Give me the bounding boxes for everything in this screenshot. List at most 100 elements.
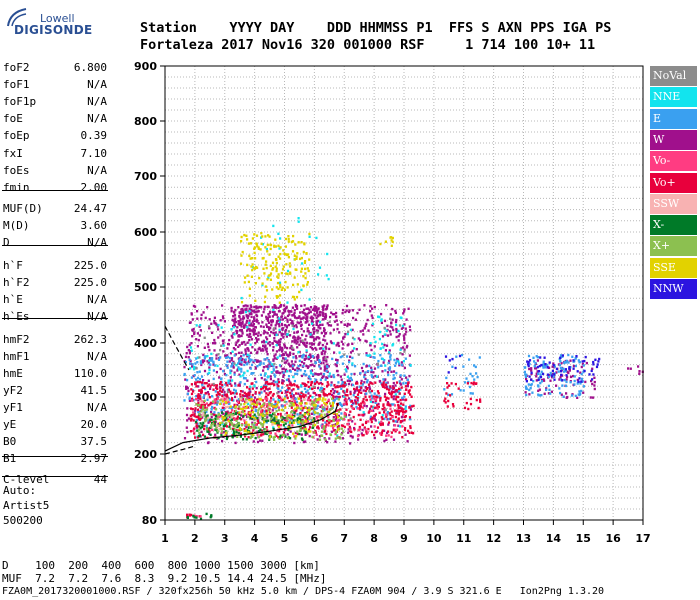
data-point-vo bbox=[385, 434, 388, 437]
data-point-nne bbox=[208, 368, 211, 371]
data-point-w bbox=[190, 312, 193, 315]
data-point-w bbox=[397, 335, 400, 338]
data-point-w bbox=[263, 305, 266, 309]
data-point-sse bbox=[243, 429, 246, 433]
data-point-sse bbox=[286, 272, 289, 276]
data-point-w bbox=[187, 349, 190, 352]
data-point-nne bbox=[381, 414, 384, 417]
data-point-x bbox=[231, 423, 234, 426]
data-point-e bbox=[321, 388, 324, 391]
data-point-w bbox=[409, 328, 412, 332]
data-point-w bbox=[293, 331, 296, 334]
data-point-e bbox=[572, 360, 575, 363]
data-point-x bbox=[202, 405, 205, 408]
data-point-vo bbox=[305, 384, 308, 387]
data-point-nne bbox=[338, 351, 341, 354]
data-point-e bbox=[263, 374, 266, 377]
data-point-w bbox=[192, 304, 195, 308]
data-point-x bbox=[298, 415, 301, 418]
data-point-x bbox=[289, 437, 292, 440]
data-point-x bbox=[334, 437, 337, 440]
data-point-sse bbox=[292, 234, 295, 238]
data-point-w bbox=[226, 347, 229, 350]
data-point-vo bbox=[317, 415, 320, 418]
data-point-w bbox=[255, 307, 258, 310]
data-point-x bbox=[312, 408, 315, 412]
data-point-w bbox=[289, 351, 292, 354]
data-point-w bbox=[260, 376, 263, 380]
data-point-nne bbox=[378, 315, 381, 319]
data-point-w bbox=[392, 328, 395, 332]
data-point-vo bbox=[394, 430, 397, 433]
data-point-e bbox=[328, 375, 331, 378]
data-point-nnw bbox=[451, 357, 454, 361]
data-point-vo bbox=[325, 385, 329, 388]
data-point-sse bbox=[287, 235, 290, 238]
data-point-w bbox=[370, 425, 373, 428]
data-point-e bbox=[313, 413, 316, 416]
data-point-e bbox=[543, 364, 546, 368]
data-point-sse bbox=[384, 240, 387, 243]
data-point-x bbox=[220, 430, 224, 433]
data-point-e bbox=[389, 355, 392, 359]
data-point-x bbox=[251, 417, 254, 420]
data-point-w bbox=[229, 376, 232, 379]
data-point-vo bbox=[310, 383, 313, 387]
data-point-sse bbox=[277, 276, 280, 279]
data-point-sse bbox=[295, 257, 298, 260]
data-point-w bbox=[303, 362, 306, 365]
data-point-w bbox=[186, 430, 189, 434]
data-point-w bbox=[241, 390, 244, 393]
data-point-w bbox=[352, 316, 355, 320]
data-point-sse bbox=[254, 257, 257, 260]
data-point-x bbox=[232, 433, 235, 436]
data-point-vo bbox=[278, 429, 281, 433]
data-point-noval bbox=[217, 353, 220, 356]
data-point-vo bbox=[261, 429, 264, 432]
data-point-nne bbox=[308, 298, 311, 301]
data-point-e bbox=[559, 354, 563, 357]
data-point-e bbox=[561, 355, 564, 358]
data-point-w bbox=[286, 433, 289, 436]
data-point-vo bbox=[279, 396, 282, 399]
data-point-vo bbox=[397, 404, 400, 408]
data-point-w bbox=[267, 321, 271, 324]
data-point-w bbox=[391, 385, 395, 388]
data-point-noval bbox=[198, 356, 201, 359]
data-point-w bbox=[184, 355, 188, 359]
data-point-w bbox=[284, 323, 287, 327]
legend-item-nnw: NNW bbox=[650, 279, 697, 299]
data-point-nne bbox=[246, 369, 249, 373]
data-point-ssw bbox=[258, 416, 261, 419]
data-point-sse bbox=[283, 397, 286, 400]
data-point-e bbox=[196, 376, 200, 380]
data-point-w bbox=[228, 415, 231, 419]
data-point-w bbox=[248, 329, 251, 332]
data-point-vo bbox=[321, 419, 325, 422]
data-point-sse bbox=[246, 238, 249, 241]
data-point-vo bbox=[219, 382, 222, 386]
data-point-vo bbox=[240, 398, 243, 402]
data-point-e bbox=[225, 373, 228, 377]
data-point-sse bbox=[284, 280, 287, 284]
data-point-e bbox=[188, 358, 191, 361]
data-point-vo bbox=[446, 386, 449, 389]
data-point-vo bbox=[230, 398, 233, 402]
profile-dashed-curve bbox=[164, 325, 190, 371]
data-point-nne bbox=[325, 274, 328, 277]
data-point-vo bbox=[475, 398, 478, 402]
data-point-w bbox=[307, 377, 310, 380]
param-key: h`E bbox=[3, 293, 23, 307]
data-point-e bbox=[345, 370, 348, 373]
data-point-e bbox=[400, 363, 404, 367]
data-point-w bbox=[299, 320, 302, 324]
data-point-nnw bbox=[559, 370, 563, 373]
data-point-nne bbox=[398, 425, 401, 428]
data-point-e bbox=[211, 405, 214, 409]
data-point-e bbox=[278, 400, 281, 403]
data-point-w bbox=[307, 392, 310, 395]
data-point-e bbox=[239, 381, 242, 384]
data-point-w bbox=[275, 322, 278, 325]
data-point-x bbox=[210, 423, 213, 427]
data-point-w bbox=[383, 429, 386, 432]
